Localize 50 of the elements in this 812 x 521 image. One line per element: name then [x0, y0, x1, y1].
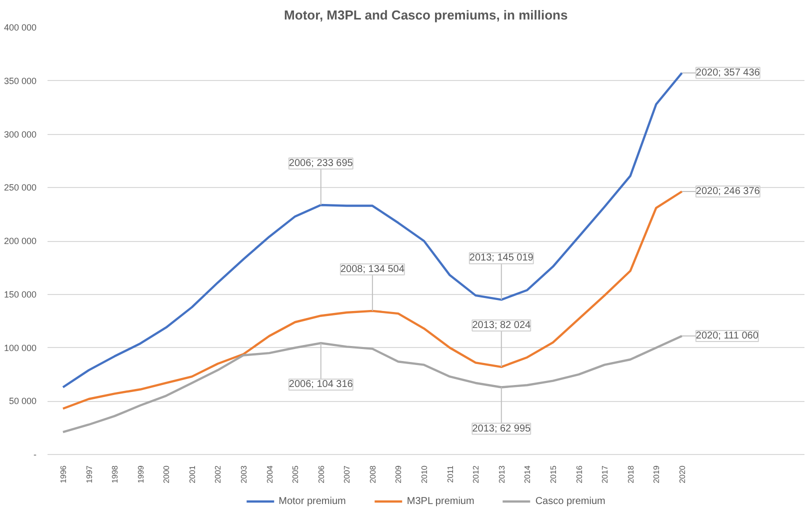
x-tick-label: 2010: [420, 464, 430, 484]
data-label: 2020; 357 436: [696, 67, 760, 78]
x-tick-label: 1998: [110, 464, 120, 484]
data-label: 2008; 134 504: [340, 264, 405, 275]
data-label: 2013; 145 019: [469, 252, 534, 264]
legend-label: M3PL premium: [406, 496, 474, 506]
x-tick-label: 2003: [240, 464, 248, 484]
x-tick-label: 1997: [84, 464, 94, 484]
x-tick-label: 2002: [214, 464, 223, 484]
y-tick-label: 150 000: [4, 289, 37, 300]
data-label: 2006; 104 316: [288, 379, 354, 390]
x-tick-label: 2015: [548, 464, 558, 484]
data-label: 2013; 82 024: [472, 320, 532, 331]
data-label: 2013; 62 995: [472, 423, 532, 434]
x-tick-label: 2016: [574, 464, 584, 484]
x-tick-label: 2013: [497, 464, 506, 484]
x-tick-label: 2014: [523, 464, 532, 484]
data-label: 2006; 233 695: [288, 158, 354, 170]
x-tick-label: 2012: [472, 464, 481, 484]
x-tick-label: 2004: [265, 464, 274, 484]
x-tick-label: 2011: [446, 464, 455, 483]
x-tick-label: 2009: [394, 464, 404, 484]
y-tick-label: 50 000: [8, 396, 37, 406]
legend-label: Casco premium: [535, 496, 606, 506]
line-series: [62, 72, 684, 388]
y-tick-label: 250 000: [4, 182, 37, 193]
y-tick-label: 100 000: [4, 342, 37, 353]
y-tick-label: 350 000: [4, 76, 37, 86]
y-tick-label: -: [34, 450, 37, 460]
x-tick-label: 2018: [626, 464, 636, 484]
x-tick-label: 2006: [316, 464, 326, 484]
line-series: [62, 334, 684, 434]
x-tick-label: 2020: [678, 464, 687, 484]
data-label: 2020; 111 060: [696, 330, 759, 342]
x-tick-label: 2000: [162, 464, 172, 484]
x-tick-label: 2019: [652, 464, 662, 484]
y-tick-label: 200 000: [4, 236, 37, 246]
y-tick-label: 400 000: [4, 22, 37, 32]
y-tick-label: 300 000: [4, 129, 37, 140]
x-tick-label: 2005: [291, 464, 300, 484]
x-tick-label: 1999: [136, 464, 146, 484]
x-tick-label: 2007: [342, 464, 352, 484]
x-tick-label: 1996: [58, 464, 68, 484]
legend-label: Motor premium: [278, 496, 346, 506]
chart-title: Motor, M3PL and Casco premiums, in millions: [284, 8, 568, 22]
x-tick-label: 2001: [188, 464, 197, 484]
x-tick-label: 2008: [368, 464, 378, 484]
x-tick-label: 2017: [600, 464, 610, 484]
data-label: 2020; 246 376: [696, 186, 760, 197]
line-series: [62, 190, 684, 410]
